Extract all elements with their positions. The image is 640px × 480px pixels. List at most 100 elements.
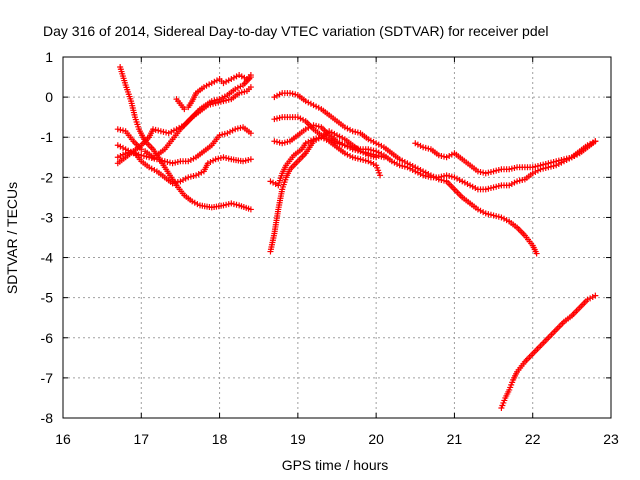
data-point (189, 198, 196, 205)
data-marker (331, 138, 338, 145)
x-tick-label: 19 (290, 431, 306, 447)
data-marker (344, 151, 351, 158)
data-marker (566, 154, 573, 161)
data-marker (270, 179, 277, 186)
data-marker (172, 179, 179, 186)
data-marker (485, 169, 492, 176)
data-marker (534, 162, 541, 169)
data-point (396, 162, 403, 169)
data-marker (143, 153, 150, 160)
data-marker (300, 116, 307, 123)
data-point (412, 140, 419, 147)
data-marker (540, 161, 547, 168)
data-marker (433, 175, 440, 182)
data-marker (210, 100, 217, 107)
data-marker (117, 152, 124, 159)
data-point (177, 178, 184, 185)
data-point (165, 130, 172, 137)
data-marker (223, 78, 230, 85)
series-arc-f (173, 72, 254, 113)
data-point (490, 212, 497, 219)
data-marker (456, 177, 463, 184)
data-marker (587, 295, 594, 302)
data-marker (159, 157, 166, 164)
data-marker (172, 159, 179, 166)
data-point (482, 186, 489, 193)
data-point (474, 168, 481, 175)
data-point (365, 158, 372, 165)
data-point (220, 202, 227, 209)
data-marker (276, 114, 283, 121)
data-point (157, 128, 164, 135)
data-marker (190, 155, 197, 162)
y-tick-label: 0 (45, 89, 53, 105)
data-point (271, 116, 278, 123)
data-marker (313, 122, 320, 129)
data-marker (206, 81, 213, 88)
data-marker (210, 157, 217, 164)
data-point (220, 80, 227, 87)
series-arc-h (267, 128, 380, 255)
data-marker (223, 97, 230, 104)
data-point (247, 84, 254, 91)
data-marker (176, 124, 183, 131)
data-marker (495, 183, 502, 190)
data-marker (190, 172, 197, 179)
data-marker (273, 92, 280, 99)
data-marker (241, 74, 248, 81)
data-marker (532, 163, 539, 170)
y-tick-label: -6 (41, 330, 54, 346)
data-marker (289, 90, 296, 97)
data-marker (354, 129, 361, 136)
axis-ticks: 16 17 18 19 20 21 22 23 1 0 -1 -2 -3 -4 -5 -6 -7 -8 (41, 49, 619, 447)
data-point (287, 90, 294, 97)
data-point (435, 152, 442, 159)
data-marker (230, 74, 237, 81)
data-marker (401, 158, 408, 165)
data-marker (414, 141, 421, 148)
data-marker (446, 172, 453, 179)
data-point (467, 182, 474, 189)
data-marker (344, 142, 351, 149)
series-arc-a (117, 64, 254, 213)
x-tick-label: 20 (368, 431, 384, 447)
data-point (373, 148, 380, 155)
data-marker (378, 142, 385, 149)
data-marker (211, 97, 218, 104)
data-marker (207, 101, 214, 108)
data-marker (217, 154, 224, 161)
data-point (334, 132, 340, 139)
data-marker (391, 159, 398, 166)
data-marker (542, 160, 549, 167)
data-point (200, 84, 207, 91)
data-point (294, 114, 301, 121)
data-marker (495, 166, 502, 173)
data-marker (347, 126, 354, 133)
data-marker (354, 145, 361, 152)
data-marker (191, 199, 198, 206)
data-marker (352, 128, 359, 135)
data-marker (155, 127, 162, 134)
series-arc-c (114, 124, 254, 167)
data-marker (297, 115, 304, 122)
data-marker (480, 209, 487, 216)
data-marker (120, 144, 127, 151)
data-marker (354, 155, 361, 162)
data-marker (305, 138, 312, 145)
data-marker (328, 137, 335, 144)
chart-title: Day 316 of 2014, Sidereal Day-to-day VTE… (43, 23, 549, 39)
data-point (271, 94, 278, 101)
data-point (459, 178, 466, 185)
data-marker (425, 145, 432, 152)
data-point (279, 140, 286, 147)
data-point (349, 144, 356, 151)
data-marker (213, 77, 220, 84)
y-tick-label: 1 (45, 49, 53, 65)
data-marker (217, 98, 224, 105)
data-marker (347, 143, 354, 150)
data-point (185, 158, 192, 165)
data-marker (272, 181, 279, 188)
data-point (267, 178, 274, 185)
data-point (161, 158, 168, 165)
data-marker (234, 125, 241, 132)
